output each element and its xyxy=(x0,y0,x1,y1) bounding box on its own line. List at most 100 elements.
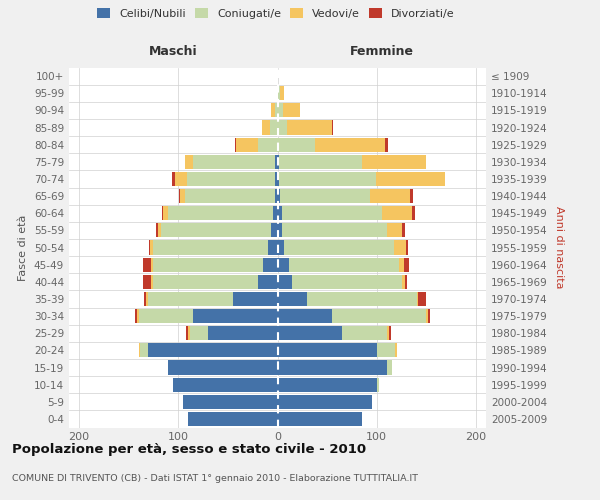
Bar xyxy=(416,292,418,306)
Bar xyxy=(277,86,280,100)
Bar xyxy=(148,292,233,306)
Bar xyxy=(137,309,139,323)
Bar xyxy=(377,378,379,392)
Bar xyxy=(277,189,280,203)
Bar xyxy=(277,155,280,169)
Bar xyxy=(151,258,154,272)
Bar xyxy=(406,240,407,254)
Bar xyxy=(193,155,275,169)
Text: Maschi: Maschi xyxy=(149,45,197,58)
Bar xyxy=(188,412,277,426)
Bar xyxy=(158,224,161,237)
Bar xyxy=(280,155,362,169)
Bar xyxy=(275,155,277,169)
Bar xyxy=(163,206,168,220)
Bar xyxy=(277,224,283,237)
Bar xyxy=(143,258,151,272)
Bar xyxy=(428,309,430,323)
Bar xyxy=(154,258,263,272)
Y-axis label: Fasce di età: Fasce di età xyxy=(19,214,28,280)
Bar xyxy=(277,378,377,392)
Bar xyxy=(263,258,277,272)
Bar xyxy=(173,378,277,392)
Bar xyxy=(148,344,277,357)
Bar xyxy=(275,104,277,118)
Bar xyxy=(271,224,277,237)
Y-axis label: Anni di nascita: Anni di nascita xyxy=(554,206,564,289)
Bar xyxy=(412,206,415,220)
Bar xyxy=(262,120,269,134)
Bar xyxy=(188,326,190,340)
Bar xyxy=(401,224,404,237)
Bar xyxy=(140,344,148,357)
Bar xyxy=(269,120,277,134)
Bar xyxy=(277,412,362,426)
Bar xyxy=(283,206,382,220)
Bar xyxy=(277,344,377,357)
Text: COMUNE DI TRIVENTO (CB) - Dati ISTAT 1° gennaio 2010 - Elaborazione TUTTITALIA.I: COMUNE DI TRIVENTO (CB) - Dati ISTAT 1° … xyxy=(12,474,418,483)
Bar xyxy=(404,258,409,272)
Bar xyxy=(410,189,413,203)
Bar xyxy=(387,326,389,340)
Bar xyxy=(277,240,284,254)
Bar xyxy=(151,275,154,289)
Bar xyxy=(277,120,287,134)
Bar xyxy=(389,326,391,340)
Bar xyxy=(183,395,277,409)
Bar xyxy=(277,360,387,374)
Bar xyxy=(277,275,292,289)
Bar xyxy=(236,138,257,151)
Bar xyxy=(190,326,208,340)
Bar xyxy=(277,395,372,409)
Bar xyxy=(401,275,404,289)
Bar xyxy=(292,275,401,289)
Bar xyxy=(146,292,148,306)
Bar xyxy=(394,240,406,254)
Bar xyxy=(168,360,277,374)
Bar xyxy=(139,309,193,323)
Bar xyxy=(151,240,154,254)
Bar xyxy=(257,275,277,289)
Bar xyxy=(168,206,272,220)
Bar xyxy=(277,172,280,186)
Bar xyxy=(180,189,185,203)
Bar xyxy=(362,155,427,169)
Bar xyxy=(418,292,427,306)
Bar xyxy=(284,240,394,254)
Bar xyxy=(275,172,277,186)
Bar xyxy=(315,138,385,151)
Bar xyxy=(257,138,277,151)
Bar xyxy=(161,224,271,237)
Bar xyxy=(387,360,392,374)
Bar xyxy=(376,172,445,186)
Bar xyxy=(287,120,332,134)
Bar xyxy=(370,189,410,203)
Bar xyxy=(277,326,342,340)
Bar xyxy=(332,309,427,323)
Bar xyxy=(277,206,283,220)
Bar xyxy=(427,309,428,323)
Bar xyxy=(233,292,277,306)
Bar xyxy=(149,240,151,254)
Bar xyxy=(154,275,257,289)
Bar xyxy=(187,172,275,186)
Bar xyxy=(385,138,388,151)
Bar xyxy=(382,206,412,220)
Bar xyxy=(277,138,315,151)
Bar xyxy=(208,326,277,340)
Text: Femmine: Femmine xyxy=(350,45,414,58)
Bar xyxy=(235,138,236,151)
Bar xyxy=(175,172,187,186)
Bar xyxy=(145,292,146,306)
Bar xyxy=(139,344,140,357)
Bar xyxy=(283,104,301,118)
Bar xyxy=(134,309,137,323)
Bar xyxy=(143,275,151,289)
Bar xyxy=(277,258,289,272)
Legend: Celibi/Nubili, Coniugati/e, Vedovi/e, Divorziati/e: Celibi/Nubili, Coniugati/e, Vedovi/e, Di… xyxy=(97,8,455,19)
Bar xyxy=(272,206,277,220)
Bar xyxy=(280,189,370,203)
Bar xyxy=(154,240,268,254)
Bar xyxy=(280,86,284,100)
Bar xyxy=(186,326,188,340)
